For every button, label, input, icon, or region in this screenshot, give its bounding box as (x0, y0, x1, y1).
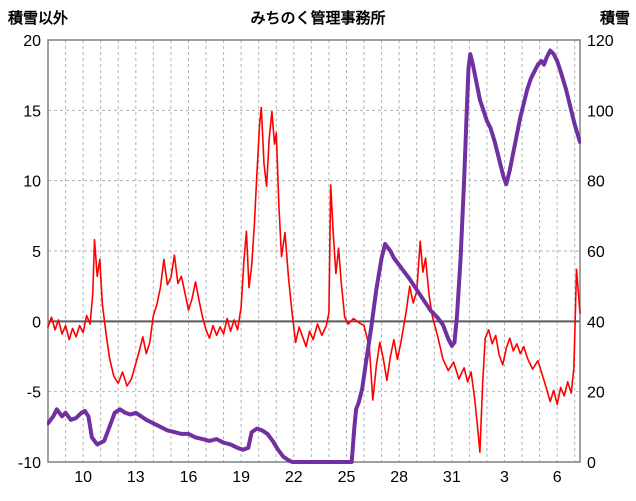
left-axis-tick-label: 20 (23, 33, 41, 50)
vertical-gridlines (65, 40, 576, 462)
x-axis-tick-label: 16 (180, 469, 198, 486)
x-axis-tick-label: 25 (338, 469, 356, 486)
x-axis-tick-label: 28 (390, 469, 408, 486)
right-axis-title: 積雪 (599, 10, 630, 27)
series-group (47, 48, 581, 464)
right-axis-tick-label: 0 (587, 455, 596, 472)
horizontal-gridlines (48, 109, 580, 393)
x-axis-tick-label: 3 (500, 469, 509, 486)
x-axis-tick-label: 19 (232, 469, 250, 486)
right-axis-tick-label: 100 (587, 103, 614, 120)
right-axis-tick-label: 80 (587, 174, 605, 191)
left-axis-tick-label: 15 (23, 103, 41, 120)
left-axis-tick-label: 10 (23, 174, 41, 191)
left-axis-tick-label: -5 (27, 385, 41, 402)
left-axis-title: 積雪以外 (8, 10, 69, 27)
purple-series-line (47, 48, 581, 464)
x-axis-tick-label: 13 (127, 469, 145, 486)
red-series-line (47, 106, 581, 454)
x-axis-tick-label: 31 (443, 469, 461, 486)
x-axis-tick-label: 22 (285, 469, 303, 486)
left-axis-tick-label: 5 (32, 244, 41, 261)
right-axis-tick-label: 40 (587, 314, 605, 331)
left-axis-tick-label: 0 (32, 314, 41, 331)
x-axis-tick-label: 6 (553, 469, 562, 486)
right-axis-tick-label: 60 (587, 244, 605, 261)
right-axis-tick-label: 120 (587, 33, 614, 50)
right-axis-tick-label: 20 (587, 385, 605, 402)
x-axis-tick-label: 10 (74, 469, 92, 486)
left-axis-tick-label: -10 (18, 455, 41, 472)
